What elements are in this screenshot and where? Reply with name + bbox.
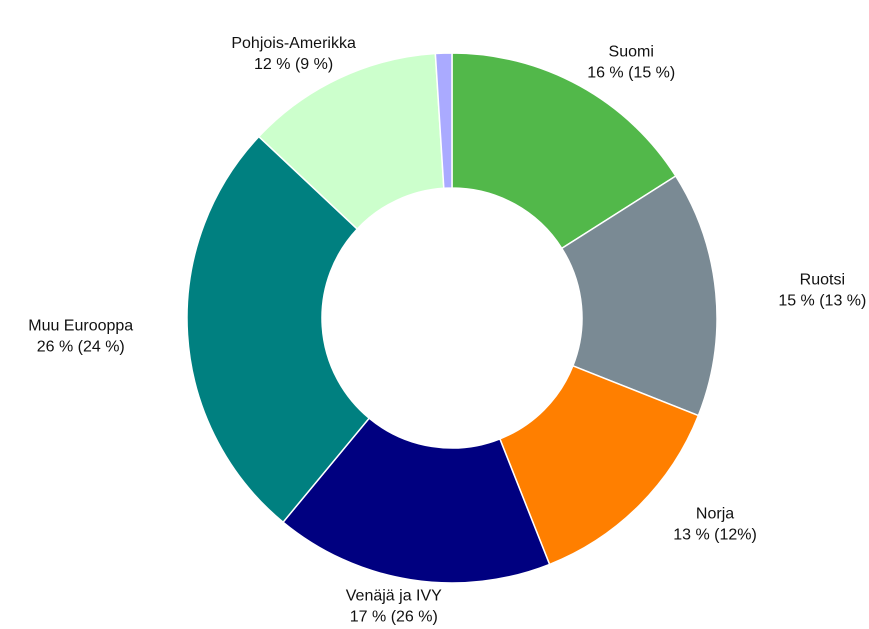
- slice-value-label: 15 % (13 %): [778, 293, 866, 310]
- donut-slice: [451, 52, 677, 250]
- slice-value-label: 13 % (12%): [673, 527, 757, 544]
- slice-label: Ruotsi: [800, 272, 845, 289]
- slice-value-label: 12 % (9 %): [254, 56, 333, 73]
- donut-slice: [560, 174, 718, 417]
- slice-label: Pohjois-Amerikka: [231, 35, 356, 52]
- slice-value-label: 26 % (24 %): [37, 339, 125, 356]
- slice-value-label: 17 % (26 %): [350, 609, 438, 626]
- slice-label: Norja: [696, 506, 734, 523]
- slice-label: Muu Eurooppa: [28, 318, 133, 335]
- slice-value-label: 16 % (15 %): [587, 64, 675, 81]
- donut-slice: [434, 52, 453, 190]
- donut-slice: [282, 417, 551, 584]
- slice-label: Suomi: [609, 43, 654, 60]
- donut-slice: [186, 135, 371, 524]
- slice-label: Venäjä ja IVY: [346, 588, 442, 605]
